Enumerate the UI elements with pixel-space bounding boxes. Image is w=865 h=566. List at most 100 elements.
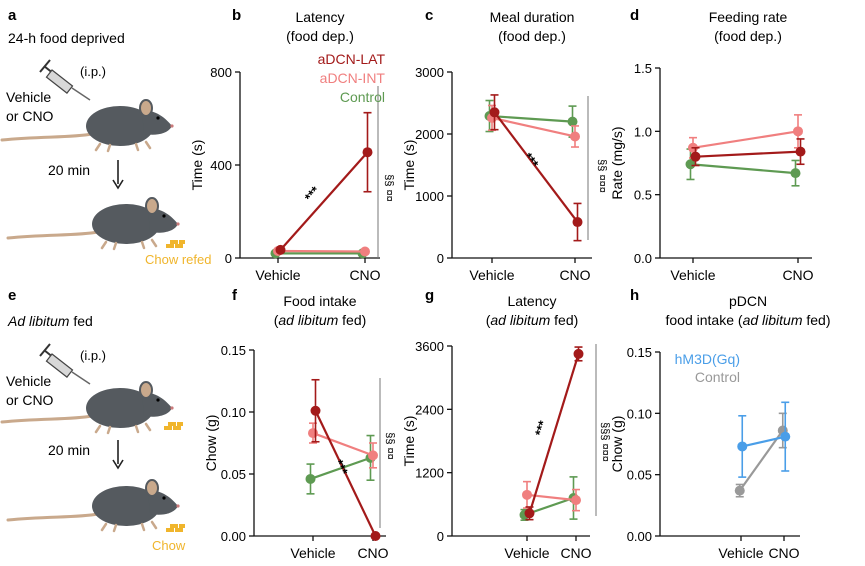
series-hm3d-gq-: [737, 401, 791, 478]
y-tick-label: 1000: [415, 189, 444, 204]
series-adcn-lat: [690, 138, 806, 167]
series-line: [310, 456, 371, 480]
data-point: [780, 431, 791, 442]
data-point: [368, 450, 378, 461]
data-point: [734, 485, 745, 496]
data-point: [737, 441, 748, 452]
drug-line-2: or CNO: [6, 392, 54, 408]
route-label: (i.p.): [80, 64, 106, 79]
data-point: [685, 159, 696, 170]
chart-subtitle: (ad libitum fed): [274, 312, 367, 328]
y-tick-label: 1200: [415, 466, 444, 481]
y-axis-label: Rate (mg/s): [609, 126, 625, 199]
y-tick-label: 3000: [415, 65, 444, 80]
chart-title: Feeding rate: [709, 9, 788, 25]
data-point: [370, 531, 381, 541]
panel-letter-d: d: [630, 7, 639, 24]
chart-subtitle: (ad libitum fed): [486, 312, 579, 328]
panel-e-title: Ad libitum fed: [7, 313, 93, 329]
chow-pellets-icon: [166, 524, 185, 532]
y-tick-label: 1.5: [634, 61, 652, 76]
data-point: [362, 147, 373, 158]
significance-stars: ***: [331, 457, 351, 478]
x-tick-label: CNO: [357, 545, 388, 561]
legend-label: Control: [695, 369, 740, 385]
y-tick-label: 0.0: [634, 251, 652, 266]
chart-subtitle: (food dep.): [498, 28, 566, 44]
y-tick-label: 0.05: [627, 468, 652, 483]
chart-subtitle: (food dep.): [714, 28, 782, 44]
chart-title: pDCN: [729, 293, 767, 309]
data-point: [571, 495, 581, 506]
series-adcn-lat: [275, 111, 373, 255]
subtitle-suffix: fed): [802, 312, 830, 328]
significance-symbols-g: §§§ ¤¤¤: [599, 422, 611, 462]
x-tick-label: Vehicle: [670, 267, 715, 283]
y-tick-label: 0.05: [221, 467, 246, 482]
legend-label: aDCN-LAT: [318, 51, 386, 67]
y-tick-label: 800: [210, 65, 232, 80]
y-tick-label: 1.0: [634, 124, 652, 139]
y-tick-label: 0: [437, 529, 444, 544]
significance-stars: ***: [521, 150, 543, 172]
x-tick-label: Vehicle: [718, 545, 763, 561]
y-tick-label: 0.5: [634, 188, 652, 203]
down-arrow-icon: [112, 440, 124, 470]
data-point: [793, 126, 803, 137]
subtitle-suffix: fed): [338, 312, 366, 328]
charts-layer: Latency (food dep.) 0 400 800 Vehicle CNO Time …: [189, 9, 831, 561]
subtitle-prefix: food intake (: [666, 312, 743, 328]
data-point: [690, 151, 701, 162]
y-axis-label: Time (s): [401, 140, 417, 191]
series-line: [491, 116, 576, 138]
subtitle-italic: ad libitum: [278, 312, 338, 328]
y-tick-label: 0.00: [627, 529, 652, 544]
subtitle-prefix: (: [486, 312, 491, 328]
series-adcn-lat: [310, 378, 381, 541]
chart-c: Meal duration (food dep.) 0 1000 2000 3000 Veh…: [401, 9, 592, 283]
x-tick-label: Vehicle: [290, 545, 335, 561]
chart-subtitle: (food dep.): [286, 28, 354, 44]
drug-line-1: Vehicle: [6, 89, 51, 105]
panel-letter-a: a: [8, 7, 17, 24]
series-adcn-int: [487, 104, 580, 148]
y-tick-label: 3600: [415, 339, 444, 354]
data-point: [572, 217, 583, 228]
panel-e: e Ad libitum fed (i.p.) Vehicle or CNO 2…: [0, 287, 186, 553]
significance-symbols-c: §§ ¤¤¤: [596, 159, 608, 193]
series-line: [489, 114, 573, 123]
x-tick-label: CNO: [559, 267, 590, 283]
chart-title: Meal duration: [490, 9, 575, 25]
subtitle-prefix: (: [274, 312, 279, 328]
y-axis-label: Time (s): [401, 416, 417, 467]
data-point: [305, 473, 316, 484]
data-point: [489, 107, 500, 118]
panel-letter-f: f: [232, 287, 238, 304]
chart-title: Food intake: [283, 293, 356, 309]
data-point: [795, 146, 806, 157]
legend-label: Control: [340, 89, 385, 105]
chart-h: pDCN food intake (ad libitum fed) 0.00 0.05…: [609, 293, 831, 561]
series-line: [742, 435, 786, 448]
significance-stars: ***: [301, 183, 323, 205]
subtitle-italic: ad libitum: [490, 312, 550, 328]
chart-f: Food intake(ad libitum fed)0.000.050.100…: [203, 293, 389, 561]
series-line: [312, 432, 374, 457]
series-line: [690, 163, 796, 175]
chart-d: Feeding rate (food dep.) 0.0 0.5 1.0 1.5 Vehic…: [609, 9, 814, 283]
chow-pellets-icon: [164, 422, 183, 430]
y-tick-label: 0.15: [221, 343, 246, 358]
data-point: [573, 348, 584, 359]
panel-a: a 24-h food deprived (i.p.) Vehicle or C…: [0, 7, 211, 267]
data-point: [790, 168, 801, 179]
y-axis-label: Time (s): [189, 140, 205, 191]
data-point: [308, 428, 318, 439]
subtitle-suffix: fed): [550, 312, 578, 328]
data-point: [360, 246, 370, 257]
chart-title: Latency: [507, 293, 556, 309]
x-tick-label: CNO: [782, 267, 813, 283]
series-line: [528, 353, 580, 514]
y-tick-label: 0.15: [627, 345, 652, 360]
delay-label: 20 min: [48, 162, 90, 178]
data-point: [567, 116, 578, 127]
